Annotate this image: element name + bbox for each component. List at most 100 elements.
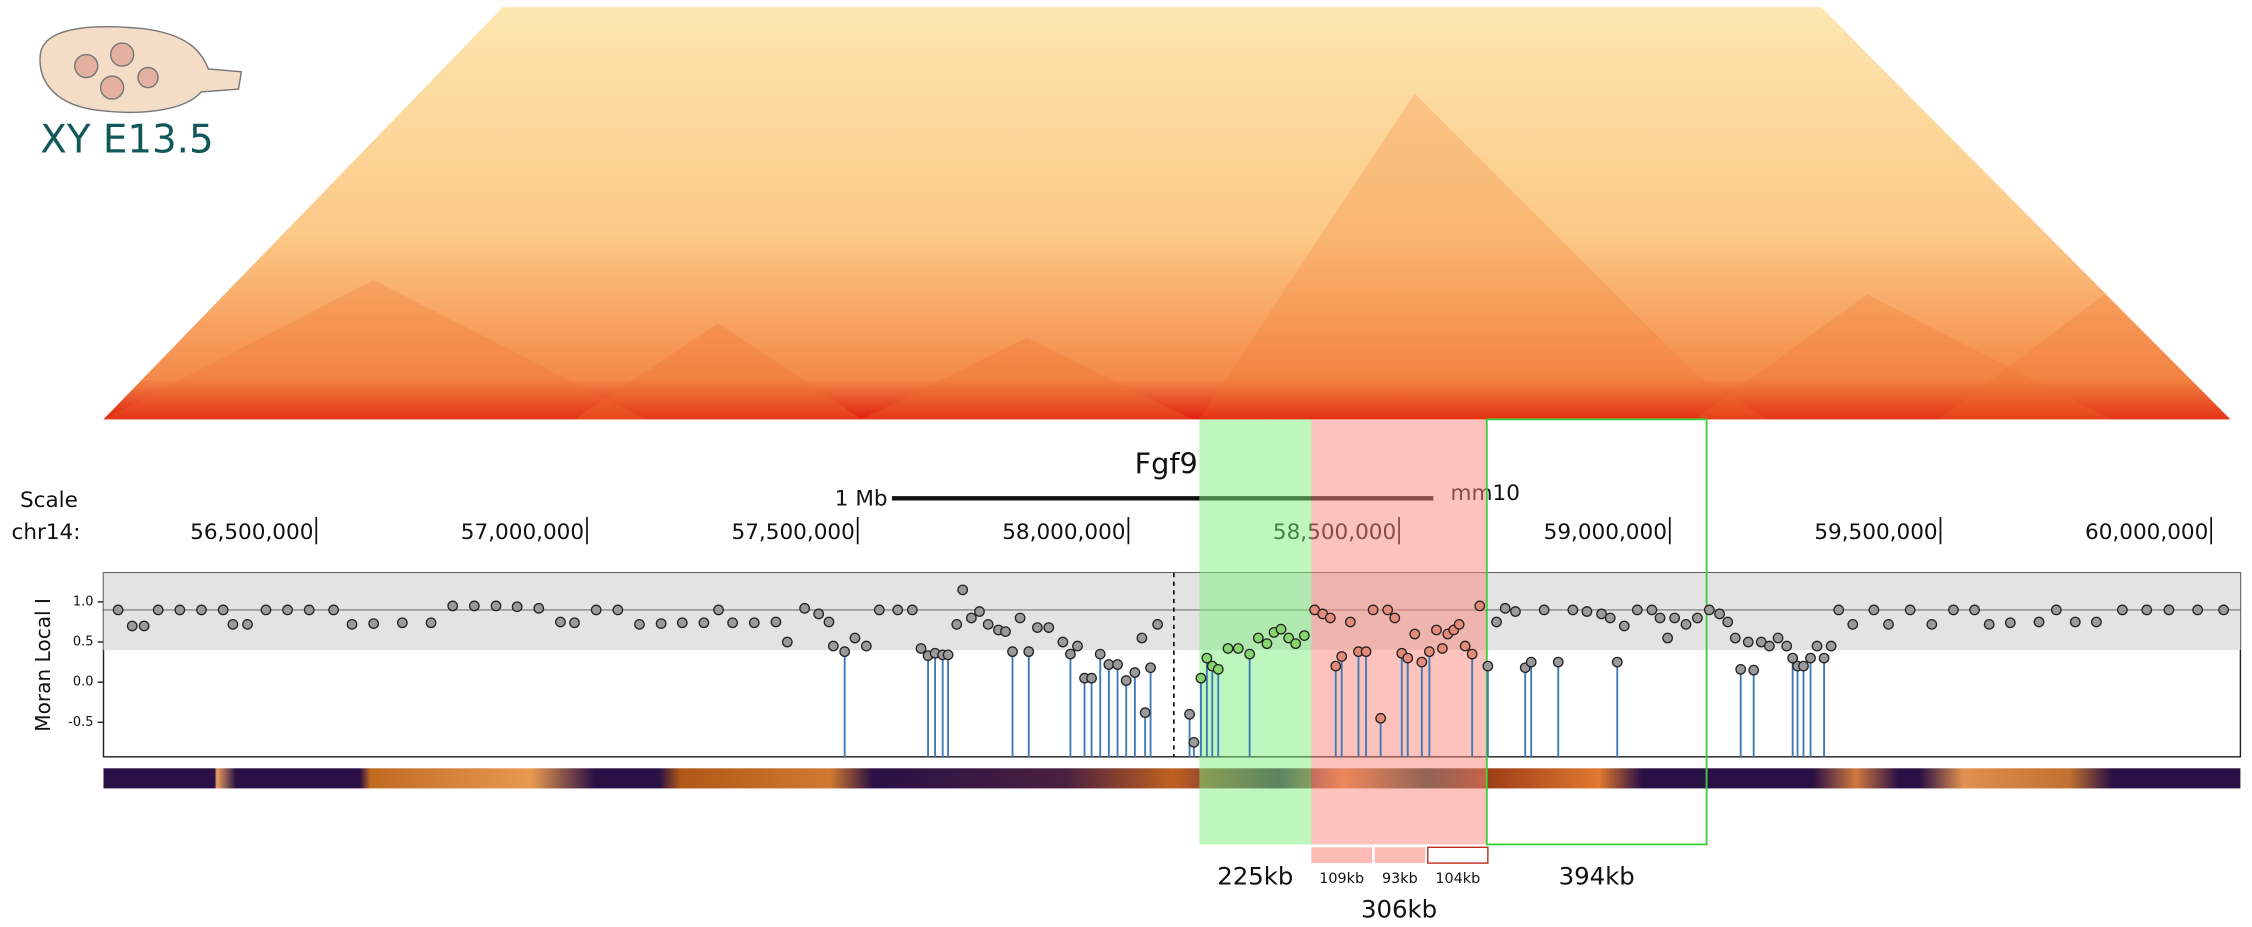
point	[1618, 620, 1630, 632]
y-axis-label: Moran Local I	[31, 598, 55, 732]
point	[138, 620, 150, 632]
point	[490, 600, 502, 612]
point	[2091, 616, 2102, 628]
point	[1212, 663, 1224, 675]
point	[698, 617, 710, 629]
point	[827, 640, 839, 652]
point	[2004, 617, 2016, 629]
point	[1431, 624, 1442, 636]
region-label: 306kb	[1361, 894, 1437, 923]
point	[1904, 604, 1916, 616]
point	[1330, 660, 1342, 672]
point	[799, 602, 810, 614]
sub-region-label: 93kb	[1382, 871, 1418, 887]
region	[1485, 418, 1708, 846]
sub-region-label: 104kb	[1435, 871, 1480, 887]
point	[1344, 616, 1356, 628]
point	[174, 604, 186, 616]
point	[1567, 604, 1579, 616]
point	[282, 604, 293, 616]
point	[1360, 646, 1372, 658]
hic-heatmap	[103, 7, 2231, 420]
point	[1654, 612, 1666, 624]
point	[1261, 638, 1273, 650]
sub-region-label: 109kb	[1319, 871, 1364, 887]
logo: XY E13.5	[39, 25, 243, 163]
point	[1969, 604, 1980, 616]
point	[1680, 618, 1692, 630]
point	[1232, 643, 1244, 654]
point	[1402, 652, 1414, 664]
point	[260, 604, 272, 616]
point	[1453, 618, 1465, 630]
point	[915, 643, 927, 654]
point	[2218, 604, 2230, 616]
point	[1818, 652, 1830, 664]
point	[1811, 640, 1823, 652]
x-tick-label: 57,500,000	[732, 520, 855, 545]
point	[152, 604, 164, 616]
point	[1805, 652, 1816, 664]
point	[713, 604, 724, 616]
point	[1833, 604, 1845, 616]
point	[425, 617, 437, 629]
x-tick-label: 57,000,000	[461, 520, 584, 545]
point	[1072, 640, 1083, 652]
point	[1252, 632, 1264, 644]
point	[1065, 648, 1076, 660]
point	[1825, 640, 1837, 652]
point	[1298, 630, 1310, 641]
point	[2192, 604, 2204, 616]
point	[396, 617, 408, 629]
point	[1112, 659, 1123, 670]
point	[1201, 652, 1213, 664]
point	[770, 616, 782, 628]
region	[1311, 419, 1487, 845]
point	[533, 602, 545, 614]
point	[727, 617, 738, 629]
point	[1883, 618, 1894, 630]
point	[1057, 636, 1069, 648]
point	[555, 616, 566, 628]
point	[303, 604, 315, 616]
point	[1244, 648, 1256, 660]
point	[1596, 608, 1607, 620]
point	[892, 604, 904, 616]
x-tick-label: 58,000,000	[1002, 520, 1125, 545]
point	[1195, 672, 1207, 684]
y-tick-label: 0.5	[73, 635, 94, 650]
point	[823, 616, 835, 628]
point	[1136, 632, 1148, 644]
point	[1023, 646, 1035, 658]
point	[1742, 636, 1754, 648]
point	[346, 618, 358, 630]
point	[839, 646, 851, 658]
point	[1847, 618, 1859, 630]
point	[965, 612, 977, 624]
point	[1552, 656, 1564, 668]
point	[1491, 616, 1502, 628]
sub-region	[1427, 846, 1489, 864]
point	[1868, 604, 1880, 616]
x-tick-label: 56,500,000	[190, 520, 313, 545]
point	[1188, 736, 1200, 748]
point	[1324, 612, 1336, 624]
point	[982, 618, 994, 630]
point	[860, 640, 872, 652]
point	[1459, 640, 1471, 652]
point	[612, 604, 624, 616]
color-band	[103, 768, 2241, 789]
point	[2033, 616, 2045, 628]
point	[1604, 612, 1616, 624]
point	[126, 620, 138, 632]
point	[634, 618, 645, 630]
point	[1631, 604, 1643, 616]
sample-label: XY E13.5	[40, 118, 213, 163]
point	[1781, 640, 1793, 652]
point	[368, 618, 380, 629]
point	[1389, 612, 1401, 624]
point	[1367, 604, 1379, 616]
sub-region	[1311, 847, 1373, 864]
point	[2116, 604, 2128, 616]
point	[1948, 604, 1959, 616]
